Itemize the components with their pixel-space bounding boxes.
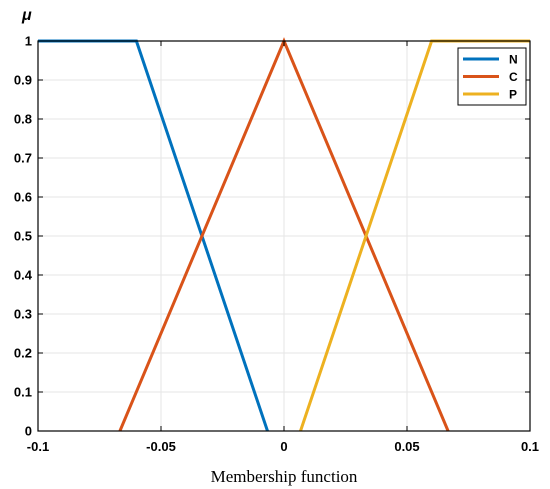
x-axis-label: Membership function <box>211 467 358 486</box>
legend: NCP <box>457 47 527 106</box>
y-tick-label: 0.1 <box>14 385 32 400</box>
grid-lines <box>37 40 531 432</box>
x-tick-label: -0.05 <box>146 439 176 454</box>
tick-marks <box>37 40 531 432</box>
x-tick-label: 0.05 <box>394 439 419 454</box>
y-axis-label: μ <box>21 7 32 24</box>
y-tick-label: 0.6 <box>14 190 32 205</box>
legend-label-p: P <box>509 88 517 102</box>
y-tick-label: 0.9 <box>14 73 32 88</box>
y-tick-label: 0.2 <box>14 346 32 361</box>
y-tick-label: 0.5 <box>14 229 32 244</box>
y-tick-label: 0.7 <box>14 151 32 166</box>
y-tick-label: 1 <box>25 34 32 49</box>
legend-label-n: N <box>509 53 518 67</box>
y-tick-label: 0.4 <box>14 268 33 283</box>
legend-label-c: C <box>509 70 518 84</box>
tick-labels: -0.1 -0.05 0 0.05 0.1 0 0.1 0.2 0.3 0.4 0.5 0.6 0.7 0… <box>14 34 539 455</box>
x-tick-label: -0.1 <box>27 439 49 454</box>
y-tick-label: 0.3 <box>14 307 32 322</box>
y-tick-label: 0 <box>25 424 32 439</box>
y-tick-label: 0.8 <box>14 112 32 127</box>
x-tick-label: 0 <box>280 439 287 454</box>
x-tick-label: 0.1 <box>521 439 539 454</box>
